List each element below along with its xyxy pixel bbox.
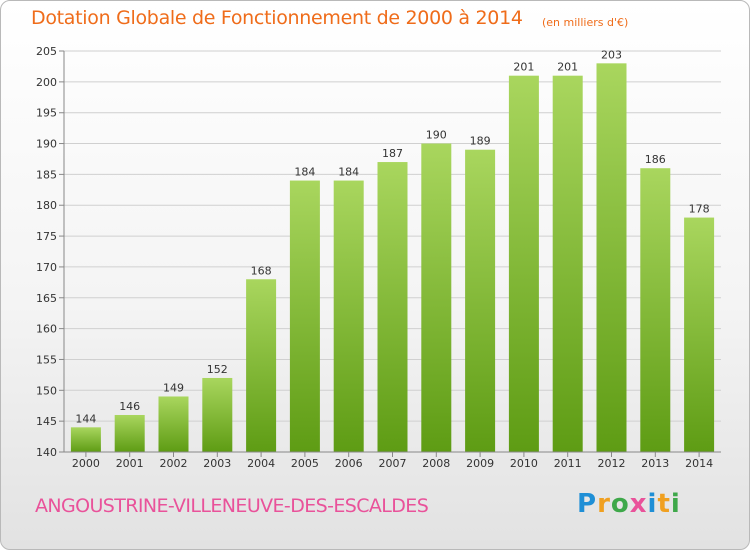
y-tick-label: 175 [36,230,57,243]
bar [246,279,277,452]
bar [596,63,627,452]
y-tick-label: 185 [36,168,57,181]
bar [333,180,364,453]
x-tick-label: 2008 [422,457,450,470]
x-tick-label: 2014 [685,457,713,470]
data-label: 187 [382,147,403,160]
data-label: 144 [75,412,96,425]
commune-name: ANGOUSTRINE-VILLENEUVE-DES-ESCALDES [35,495,429,517]
x-tick-label: 2005 [291,457,319,470]
x-tick-label: 2006 [335,457,363,470]
y-tick-label: 205 [36,45,57,58]
data-label: 189 [470,135,491,148]
logo-letter: o [610,489,630,519]
bar [421,143,452,453]
axes: 1401451501551601651701751801851901952002… [36,45,721,470]
x-tick-label: 2012 [598,457,626,470]
x-tick-label: 2013 [641,457,669,470]
data-label: 201 [513,61,534,74]
x-tick-label: 2003 [203,457,231,470]
bar [70,427,101,452]
logo-letter: i [647,489,658,519]
data-label: 201 [557,61,578,74]
x-tick-label: 2002 [160,457,188,470]
bar [552,75,583,452]
logo-letter: P [577,489,598,519]
data-label: 190 [426,129,447,142]
data-label: 152 [207,363,228,376]
y-tick-label: 160 [36,323,57,336]
chart-title: Dotation Globale de Fonctionnement de 20… [31,7,523,29]
data-label: 146 [119,400,140,413]
chart-unit-label: (en milliers d'€) [542,16,629,29]
y-tick-label: 165 [36,292,57,305]
y-tick-label: 170 [36,261,57,274]
bar [158,396,189,452]
x-tick-label: 2009 [466,457,494,470]
x-tick-label: 2011 [554,457,582,470]
y-tick-label: 200 [36,76,57,89]
bar [508,75,539,452]
data-label: 168 [251,264,272,277]
x-tick-label: 2004 [247,457,275,470]
bar [684,217,715,452]
logo-letter: r [597,489,611,519]
x-tick-label: 2007 [379,457,407,470]
logo-letter: i [670,489,681,519]
y-tick-label: 145 [36,415,57,428]
y-tick-label: 195 [36,107,57,120]
logo-letter: t [657,489,671,519]
y-tick-label: 180 [36,199,57,212]
data-label: 203 [601,48,622,61]
proxiti-logo: Proxiti [577,489,681,519]
bar [377,162,408,453]
data-label: 184 [294,166,315,179]
data-label: 178 [689,203,710,216]
data-label: 149 [163,381,184,394]
bar [289,180,320,453]
y-tick-label: 190 [36,138,57,151]
x-tick-label: 2001 [116,457,144,470]
bar [202,377,233,452]
data-label: 184 [338,166,359,179]
y-tick-label: 150 [36,384,57,397]
bar [640,168,671,452]
y-tick-label: 155 [36,353,57,366]
x-tick-label: 2000 [72,457,100,470]
x-tick-label: 2010 [510,457,538,470]
bar [465,149,496,452]
data-label: 186 [645,153,666,166]
logo-letter: x [629,489,648,519]
bars: 144 146 149 152 168 184 184 187 190 189 201 201 203 1… [70,48,715,453]
y-tick-label: 140 [36,446,57,459]
bar [114,414,145,452]
